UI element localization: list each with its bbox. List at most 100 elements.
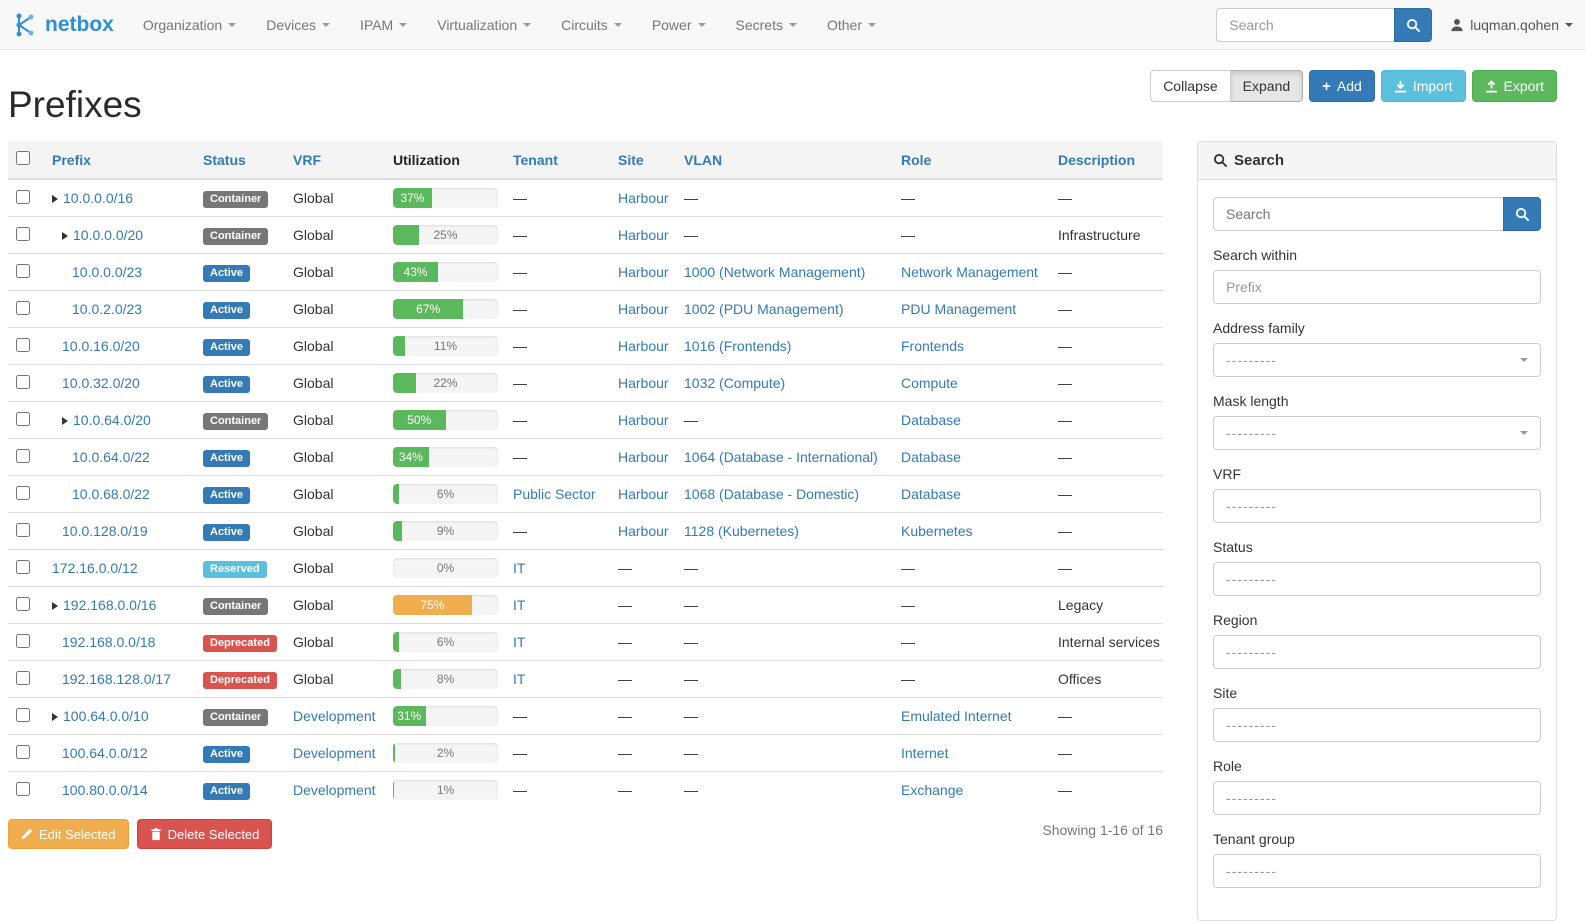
filter-field-role[interactable]: --------- — [1213, 781, 1541, 815]
site-link[interactable]: Harbour — [618, 338, 669, 354]
row-checkbox[interactable] — [16, 337, 30, 352]
site-link[interactable]: Harbour — [618, 412, 669, 428]
column-header-tenant[interactable]: Tenant — [505, 141, 610, 180]
role-link[interactable]: PDU Management — [901, 301, 1017, 317]
tenant-link[interactable]: Public Sector — [513, 486, 596, 502]
prefix-link[interactable]: 10.0.128.0/19 — [62, 523, 148, 539]
column-header-site[interactable]: Site — [610, 141, 676, 180]
role-link[interactable]: Emulated Internet — [901, 708, 1012, 724]
tenant-link[interactable]: IT — [513, 671, 526, 687]
vlan-link[interactable]: 1016 (Frontends) — [684, 338, 792, 354]
prefix-link[interactable]: 10.0.68.0/22 — [72, 486, 150, 502]
site-link[interactable]: Harbour — [618, 375, 669, 391]
site-link[interactable]: Harbour — [618, 449, 669, 465]
nav-menu-organization[interactable]: Organization — [128, 0, 251, 50]
vrf-link[interactable]: Development — [293, 708, 376, 724]
prefix-link[interactable]: 10.0.64.0/22 — [72, 449, 150, 465]
nav-menu-other[interactable]: Other — [812, 0, 891, 50]
select-all-checkbox[interactable] — [16, 151, 30, 165]
collapse-button[interactable]: Collapse — [1150, 70, 1231, 102]
row-checkbox[interactable] — [16, 448, 30, 463]
nav-menu-circuits[interactable]: Circuits — [546, 0, 637, 50]
navbar-search-input[interactable] — [1216, 8, 1395, 42]
filter-field-site[interactable]: --------- — [1213, 708, 1541, 742]
prefix-link[interactable]: 100.64.0.0/10 — [63, 708, 149, 724]
site-link[interactable]: Harbour — [618, 301, 669, 317]
column-header-prefix[interactable]: Prefix — [44, 141, 195, 180]
expand-button[interactable]: Expand — [1230, 70, 1304, 102]
tenant-link[interactable]: IT — [513, 634, 526, 650]
role-link[interactable]: Network Management — [901, 264, 1038, 280]
vlan-link[interactable]: 1002 (PDU Management) — [684, 301, 844, 317]
role-link[interactable]: Frontends — [901, 338, 965, 354]
prefix-link[interactable]: 100.80.0.0/14 — [62, 782, 148, 799]
site-link[interactable]: Harbour — [618, 190, 669, 206]
vlan-link[interactable]: 1128 (Kubernetes) — [684, 523, 799, 539]
row-checkbox[interactable] — [16, 633, 30, 648]
row-checkbox[interactable] — [16, 263, 30, 278]
nav-menu-virtualization[interactable]: Virtualization — [422, 0, 546, 50]
prefix-link[interactable]: 10.0.0.0/20 — [73, 227, 144, 243]
row-checkbox[interactable] — [16, 781, 30, 796]
nav-menu-secrets[interactable]: Secrets — [721, 0, 812, 50]
vlan-link[interactable]: 1064 (Database - International) — [684, 449, 878, 465]
row-checkbox[interactable] — [16, 189, 30, 204]
expand-caret-icon[interactable] — [62, 232, 68, 240]
expand-caret-icon[interactable] — [52, 713, 58, 721]
column-header-description[interactable]: Description — [1050, 141, 1163, 180]
expand-caret-icon[interactable] — [62, 417, 68, 425]
role-link[interactable]: Exchange — [901, 782, 964, 799]
tenant-link[interactable]: IT — [513, 597, 526, 613]
netbox-brand[interactable]: netbox — [0, 12, 128, 38]
expand-caret-icon[interactable] — [52, 602, 58, 610]
row-checkbox[interactable] — [16, 226, 30, 241]
add-button[interactable]: + Add — [1309, 70, 1375, 102]
edit-selected-button[interactable]: Edit Selected — [8, 819, 129, 849]
import-button[interactable]: Import — [1380, 70, 1466, 102]
prefix-link[interactable]: 192.168.128.0/17 — [62, 671, 171, 687]
prefix-link[interactable]: 172.16.0.0/12 — [52, 560, 138, 576]
column-header-status[interactable]: Status — [195, 141, 285, 180]
prefix-link[interactable]: 192.168.0.0/16 — [63, 597, 157, 613]
filter-select-mask-length[interactable]: --------- — [1213, 416, 1541, 450]
prefix-link[interactable]: 10.0.64.0/20 — [73, 412, 151, 428]
role-link[interactable]: Database — [901, 486, 961, 502]
nav-menu-devices[interactable]: Devices — [251, 0, 345, 50]
sidebar-search-input[interactable] — [1213, 197, 1503, 231]
role-link[interactable]: Kubernetes — [901, 523, 973, 539]
row-checkbox[interactable] — [16, 744, 30, 759]
row-checkbox[interactable] — [16, 485, 30, 500]
navbar-search-button[interactable] — [1394, 8, 1433, 42]
nav-menu-ipam[interactable]: IPAM — [345, 0, 422, 50]
row-checkbox[interactable] — [16, 559, 30, 574]
row-checkbox[interactable] — [16, 707, 30, 722]
role-link[interactable]: Compute — [901, 375, 958, 391]
column-header-role[interactable]: Role — [893, 141, 1050, 180]
prefix-link[interactable]: 10.0.16.0/20 — [62, 338, 140, 354]
expand-caret-icon[interactable] — [52, 195, 58, 203]
row-checkbox[interactable] — [16, 374, 30, 389]
filter-field-tenant-group[interactable]: --------- — [1213, 854, 1541, 888]
site-link[interactable]: Harbour — [618, 264, 669, 280]
filter-field-region[interactable]: --------- — [1213, 635, 1541, 669]
vrf-link[interactable]: Development — [293, 745, 376, 761]
row-checkbox[interactable] — [16, 670, 30, 685]
prefix-link[interactable]: 100.64.0.0/12 — [62, 745, 148, 761]
role-link[interactable]: Internet — [901, 745, 949, 761]
tenant-link[interactable]: IT — [513, 560, 526, 576]
row-checkbox[interactable] — [16, 411, 30, 426]
prefix-link[interactable]: 10.0.32.0/20 — [62, 375, 140, 391]
site-link[interactable]: Harbour — [618, 523, 669, 539]
nav-menu-power[interactable]: Power — [637, 0, 721, 50]
prefix-link[interactable]: 10.0.2.0/23 — [72, 301, 143, 317]
vrf-link[interactable]: Development — [293, 782, 376, 799]
filter-field-status[interactable]: --------- — [1213, 562, 1541, 596]
column-header-vrf[interactable]: VRF — [285, 141, 385, 180]
site-link[interactable]: Harbour — [618, 227, 669, 243]
delete-selected-button[interactable]: Delete Selected — [136, 819, 273, 849]
filter-field-vrf[interactable]: --------- — [1213, 489, 1541, 523]
user-menu[interactable]: luqman.qohen — [1450, 17, 1573, 33]
role-link[interactable]: Database — [901, 412, 961, 428]
prefix-link[interactable]: 192.168.0.0/18 — [62, 634, 156, 650]
vlan-link[interactable]: 1032 (Compute) — [684, 375, 786, 391]
